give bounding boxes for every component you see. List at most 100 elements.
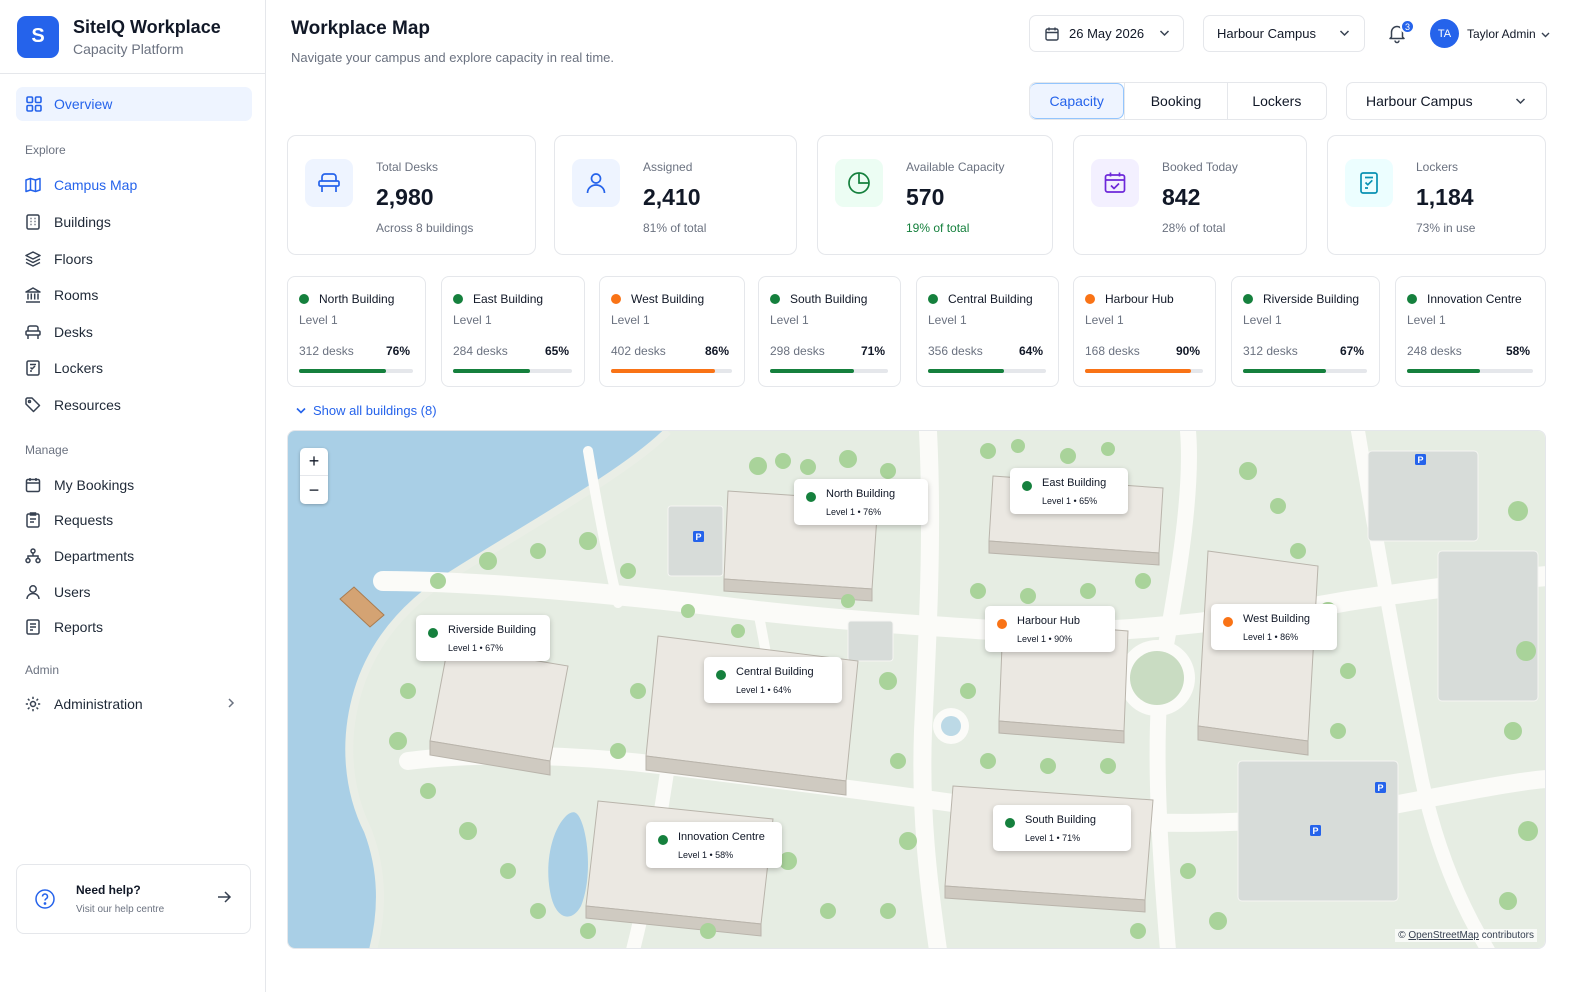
building-card[interactable]: North Building Level 1 312 desks 76% (287, 276, 426, 387)
zoom-controls: + − (300, 448, 328, 504)
avatar[interactable]: TA (1430, 19, 1459, 48)
marker-sub: Level 1 • 58% (678, 850, 734, 860)
building-percent: 64% (1018, 344, 1043, 358)
building-card[interactable]: Innovation Centre Level 1 248 desks 58% (1395, 276, 1546, 387)
marker-sub: Level 1 • 67% (448, 643, 504, 653)
sidebar-item-label: Floors (54, 251, 93, 267)
campus-map[interactable]: P P P P + − North Building Level 1 • 76% E… (287, 430, 1546, 949)
map-marker[interactable]: Harbour Hub Level 1 • 90% (985, 606, 1115, 652)
building-desks: 402 desks (611, 344, 666, 358)
map-marker[interactable]: West Building Level 1 • 86% (1211, 604, 1337, 650)
building-card[interactable]: Riverside Building Level 1 312 desks 67% (1231, 276, 1380, 387)
sidebar-item-desks[interactable]: Desks (24, 320, 252, 344)
sidebar-item-floors[interactable]: Floors (24, 247, 252, 271)
stat-label: Booked Today (1162, 160, 1238, 174)
map-marker[interactable]: Central Building Level 1 • 64% (704, 657, 842, 703)
openstreetmap-link[interactable]: OpenStreetMap (1408, 930, 1479, 941)
sidebar-item-requests[interactable]: Requests (24, 508, 252, 532)
building-percent: 58% (1505, 344, 1530, 358)
sidebar-item-buildings[interactable]: Buildings (24, 210, 252, 234)
stat-note: 73% in use (1416, 221, 1476, 235)
map-marker[interactable]: Innovation Centre Level 1 • 58% (646, 822, 782, 868)
campus-select-value: Harbour Campus (1366, 93, 1473, 109)
zoom-in-button[interactable]: + (300, 448, 328, 476)
utilization-bar (928, 369, 1046, 373)
zoom-out-button[interactable]: − (308, 479, 320, 500)
tab-capacity[interactable]: Capacity (1030, 83, 1125, 119)
utilization-fill (611, 369, 716, 373)
sidebar-item-users[interactable]: Users (24, 580, 252, 604)
user-name[interactable]: Taylor Admin (1467, 27, 1550, 41)
parking-label: P (695, 532, 701, 542)
map-marker[interactable]: North Building Level 1 • 76% (794, 479, 928, 525)
stat-label: Lockers (1416, 160, 1459, 174)
sidebar-item-campus-map[interactable]: Campus Map (24, 173, 252, 197)
pie-chart-icon (835, 159, 883, 207)
clipboard-icon (24, 511, 42, 529)
status-dot (1223, 617, 1233, 627)
marker-name: East Building (1042, 477, 1107, 489)
map-marker[interactable]: East Building Level 1 • 65% (1010, 468, 1128, 514)
campus-select[interactable]: Harbour Campus (1346, 82, 1547, 120)
show-all-buildings-link[interactable]: Show all buildings (8) (296, 403, 437, 418)
chevron-down-icon (1541, 32, 1550, 38)
pond (548, 812, 588, 917)
main-content: Workplace Map Navigate your campus and e… (266, 0, 1586, 992)
tab-lockers[interactable]: Lockers (1226, 83, 1326, 119)
stat-note: 19% of total (906, 221, 970, 235)
stat-note: 81% of total (643, 221, 707, 235)
show-all-label: Show all buildings (8) (313, 403, 437, 418)
nav-section-manage: Manage (25, 443, 69, 457)
date-picker[interactable]: 26 May 2026 (1029, 15, 1184, 52)
tab-booking[interactable]: Booking (1124, 83, 1226, 119)
sidebar-item-my-bookings[interactable]: My Bookings (24, 473, 252, 497)
map-icon (24, 176, 42, 194)
status-dot (658, 835, 668, 845)
sidebar-item-label: My Bookings (54, 477, 135, 493)
building-card[interactable]: West Building Level 1 402 desks 86% (599, 276, 745, 387)
sidebar-item-lockers[interactable]: Lockers (24, 356, 252, 380)
map-marker[interactable]: Riverside Building Level 1 • 67% (416, 615, 550, 661)
sidebar-item-resources[interactable]: Resources (24, 393, 252, 417)
sidebar-item-rooms[interactable]: Rooms (24, 283, 252, 307)
building-card[interactable]: Central Building Level 1 356 desks 64% (916, 276, 1059, 387)
status-dot (1085, 294, 1095, 304)
brand: S SiteIQ Workplace Capacity Platform (0, 0, 265, 74)
building-level: Level 1 (770, 313, 809, 327)
building-percent: 86% (704, 344, 729, 358)
brand-name: SiteIQ Workplace (73, 16, 221, 37)
building-level: Level 1 (453, 313, 492, 327)
sidebar-item-overview[interactable]: Overview (16, 87, 252, 121)
grid-icon (25, 95, 43, 113)
building-card[interactable]: Harbour Hub Level 1 168 desks 90% (1073, 276, 1216, 387)
status-dot (453, 294, 463, 304)
utilization-bar (1085, 369, 1203, 373)
sidebar-item-departments[interactable]: Departments (24, 544, 252, 568)
utilization-fill (453, 369, 531, 373)
sidebar-item-label: Desks (54, 324, 93, 340)
building-name: Innovation Centre (1427, 292, 1522, 306)
sidebar-item-label: Overview (54, 96, 113, 112)
building-percent: 71% (860, 344, 885, 358)
map-marker[interactable]: South Building Level 1 • 71% (993, 805, 1131, 851)
building-desks: 312 desks (1243, 344, 1298, 358)
nav-section-explore: Explore (25, 143, 66, 157)
stat-value: 842 (1162, 184, 1201, 210)
sidebar-item-administration[interactable]: Administration (24, 692, 252, 716)
stat-card-lockers: Lockers 1,184 73% in use (1327, 135, 1546, 255)
sidebar-item-reports[interactable]: Reports (24, 615, 252, 639)
building-name: East Building (473, 292, 544, 306)
bell-icon[interactable] (1386, 22, 1410, 46)
utilization-fill (1407, 369, 1481, 373)
building-card[interactable]: East Building Level 1 284 desks 65% (441, 276, 585, 387)
status-dot (428, 628, 438, 638)
marker-name: Harbour Hub (1017, 615, 1080, 627)
sidebar: S SiteIQ Workplace Capacity Platform Ove… (0, 0, 266, 992)
marker-name: North Building (826, 488, 896, 500)
help-card[interactable]: Need help? Visit our help centre (16, 864, 251, 934)
utilization-fill (770, 369, 854, 373)
building-card[interactable]: South Building Level 1 298 desks 71% (758, 276, 901, 387)
campus-dropdown-header[interactable]: Harbour Campus (1203, 15, 1365, 52)
status-dot (1407, 294, 1417, 304)
building-name: Riverside Building (1263, 292, 1360, 306)
